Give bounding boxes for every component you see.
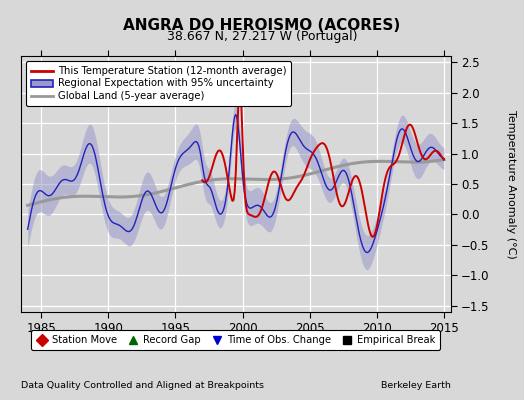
- Text: Data Quality Controlled and Aligned at Breakpoints: Data Quality Controlled and Aligned at B…: [21, 381, 264, 390]
- Text: ANGRA DO HEROISMO (ACORES): ANGRA DO HEROISMO (ACORES): [123, 18, 401, 33]
- Legend: This Temperature Station (12-month average), Regional Expectation with 95% uncer: This Temperature Station (12-month avera…: [26, 61, 291, 106]
- Y-axis label: Temperature Anomaly (°C): Temperature Anomaly (°C): [506, 110, 516, 258]
- Text: 38.667 N, 27.217 W (Portugal): 38.667 N, 27.217 W (Portugal): [167, 30, 357, 43]
- Legend: Station Move, Record Gap, Time of Obs. Change, Empirical Break: Station Move, Record Gap, Time of Obs. C…: [31, 330, 441, 350]
- Text: Berkeley Earth: Berkeley Earth: [381, 381, 451, 390]
